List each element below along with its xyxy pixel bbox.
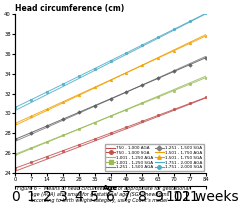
Legend: 750 - 1,000 AGA, 750 - 1,000 SGA, 1,001 - 1,250 AGA, 1,001 - 1,250 SGA, 1,251 - : 750 - 1,000 AGA, 750 - 1,000 SGA, 1,001 … <box>105 144 204 171</box>
X-axis label: Age: Age <box>103 185 118 191</box>
Text: Figure 6 –  Means of head circumference of appropriate for gestational
         : Figure 6 – Means of head circumference o… <box>17 186 190 203</box>
Text: Head circumference (cm): Head circumference (cm) <box>15 4 124 13</box>
